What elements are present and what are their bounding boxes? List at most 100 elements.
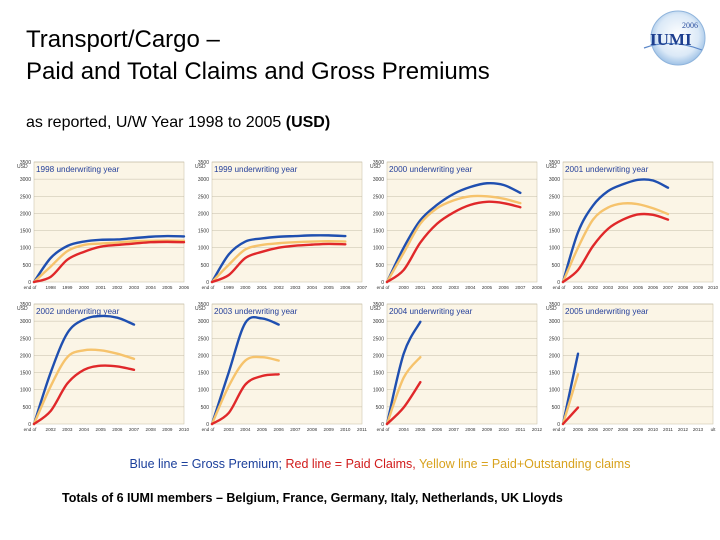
legend-paid-outstanding: Yellow line = Paid+Outstanding claims <box>415 457 631 471</box>
x-tick-label: 2000 <box>240 285 251 290</box>
y-tick-label: 500 <box>552 405 561 411</box>
x-tick-label: 2008 <box>307 427 318 432</box>
series-line-gross-premium <box>32 234 186 284</box>
x-tick-label: 2003 <box>290 285 301 290</box>
plot-area <box>211 161 363 283</box>
y-tick-label: 2000 <box>20 353 31 359</box>
y-tick-label: 3000 <box>373 319 384 325</box>
series-line-gross-premium <box>385 320 422 426</box>
y-tick-label: 3500 <box>549 302 560 308</box>
x-tick-label: 2007 <box>357 285 368 290</box>
y-tick-label: 1500 <box>20 229 31 235</box>
x-tick-label: 2004 <box>618 285 629 290</box>
x-tick-label: 1999 <box>224 285 235 290</box>
x-tick-label: 2006 <box>499 285 510 290</box>
y-unit-label: USD <box>546 164 557 170</box>
panel-title: 1998 underwriting year <box>36 165 120 174</box>
x-tick-label: 2006 <box>648 285 659 290</box>
y-tick-label: 0 <box>28 422 31 428</box>
logo-year: 2006 <box>682 21 698 30</box>
x-tick-label: 2006 <box>588 427 599 432</box>
x-tick-label: 2002 <box>588 285 599 290</box>
y-tick-label: 3000 <box>198 319 209 325</box>
plot-area <box>33 303 185 425</box>
x-tick-label: 1998 <box>46 285 57 290</box>
series-line-paid-outstanding <box>32 348 136 426</box>
x-tick-label: 2003 <box>224 427 235 432</box>
panel-title: 1999 underwriting year <box>214 165 298 174</box>
series-line-paid-claims <box>561 212 670 284</box>
y-tick-label: 1000 <box>20 246 31 252</box>
y-tick-label: 500 <box>201 405 210 411</box>
series-line-paid-claims <box>385 380 422 426</box>
y-tick-label: 3000 <box>549 319 560 325</box>
x-tick-label: 2008 <box>618 427 629 432</box>
y-tick-label: 2500 <box>373 194 384 200</box>
panel-title: 2001 underwriting year <box>565 165 649 174</box>
x-tick-label: end of <box>24 285 37 290</box>
x-tick-label: 2001 <box>415 285 426 290</box>
x-tick-label: 2005 <box>633 285 644 290</box>
x-tick-label: 2006 <box>432 427 443 432</box>
x-tick-label: 2007 <box>663 285 674 290</box>
x-tick-label: 2012 <box>532 427 543 432</box>
y-tick-label: 500 <box>552 263 561 269</box>
x-tick-label: 2004 <box>465 285 476 290</box>
x-tick-label: 2007 <box>603 427 614 432</box>
x-tick-label: 2011 <box>663 427 673 432</box>
x-tick-label: 2010 <box>179 427 190 432</box>
y-unit-label: USD <box>17 306 28 312</box>
x-tick-label: 2001 <box>257 285 268 290</box>
y-tick-label: 3500 <box>20 160 31 166</box>
x-tick-label: 2003 <box>129 285 140 290</box>
plot-area <box>386 303 538 425</box>
x-tick-label: 2011 <box>515 427 525 432</box>
x-tick-label: 2006 <box>112 427 123 432</box>
y-tick-label: 1500 <box>198 229 209 235</box>
x-tick-label: 2005 <box>573 427 584 432</box>
y-tick-label: 3500 <box>198 160 209 166</box>
plot-area <box>562 161 714 283</box>
logo-name: IUMI <box>650 30 692 49</box>
y-tick-label: 1000 <box>198 246 209 252</box>
title-text: Transport/Cargo – Paid and Total Claims a… <box>26 24 490 88</box>
x-tick-label: 2003 <box>603 285 614 290</box>
x-tick-label: end of <box>24 427 37 432</box>
y-tick-label: 1500 <box>549 229 560 235</box>
x-tick-label: 2012 <box>678 427 689 432</box>
x-tick-label: 2011 <box>357 427 367 432</box>
series-line-paid-outstanding <box>561 202 670 284</box>
y-tick-label: 3000 <box>198 177 209 183</box>
panel-title: 2002 underwriting year <box>36 307 120 316</box>
y-tick-label: 3000 <box>373 177 384 183</box>
x-tick-label: 2005 <box>482 285 493 290</box>
series-line-gross-premium <box>385 181 522 284</box>
series-line-paid-claims <box>32 240 186 284</box>
x-tick-label: 2010 <box>648 427 659 432</box>
x-tick-label: 2010 <box>708 285 719 290</box>
x-tick-label: 2005 <box>96 427 107 432</box>
x-tick-label: 2007 <box>449 427 460 432</box>
x-tick-label: 2002 <box>432 285 443 290</box>
y-unit-label: USD <box>370 164 381 170</box>
x-tick-label: 1999 <box>62 285 73 290</box>
x-tick-label: 2009 <box>633 427 644 432</box>
series-line-paid-outstanding <box>561 373 580 426</box>
series-line-gross-premium <box>32 314 136 426</box>
x-tick-label: end of <box>553 285 566 290</box>
x-tick-label: 2005 <box>324 285 335 290</box>
x-tick-label: 2010 <box>340 427 351 432</box>
x-tick-label: 2008 <box>678 285 689 290</box>
y-unit-label: USD <box>195 164 206 170</box>
y-tick-label: 0 <box>557 280 560 286</box>
title-line-1: Transport/Cargo – <box>26 26 220 53</box>
series-line-gross-premium <box>561 178 670 284</box>
x-tick-label: 2005 <box>415 427 426 432</box>
series-line-gross-premium <box>210 234 347 284</box>
y-tick-label: 3500 <box>20 302 31 308</box>
